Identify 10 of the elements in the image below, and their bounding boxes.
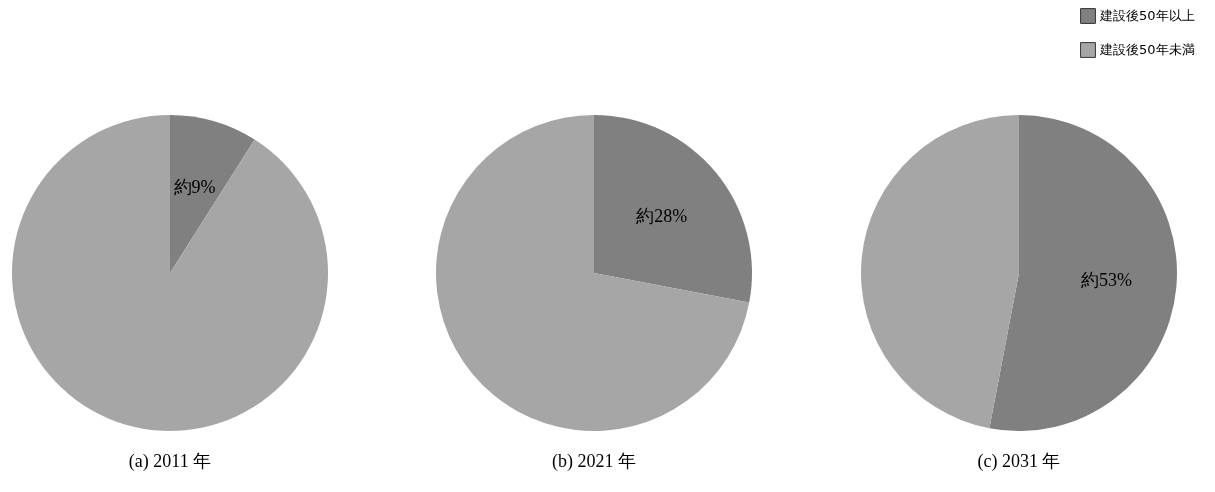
text: (c) 2031 年: [977, 451, 1061, 472]
data-label: 約9%: [173, 177, 216, 198]
text: (a) 2011 年: [128, 451, 212, 472]
pie-slice: [861, 115, 1019, 429]
text: (b) 2021 年: [552, 451, 636, 472]
legend-label: 建設後50年未満: [1099, 42, 1195, 57]
legend-label: 建設後50年以上: [1099, 8, 1195, 23]
pie-slice: [989, 115, 1177, 431]
data-label: 約28%: [636, 205, 688, 226]
data-label: 約53%: [1081, 270, 1133, 291]
